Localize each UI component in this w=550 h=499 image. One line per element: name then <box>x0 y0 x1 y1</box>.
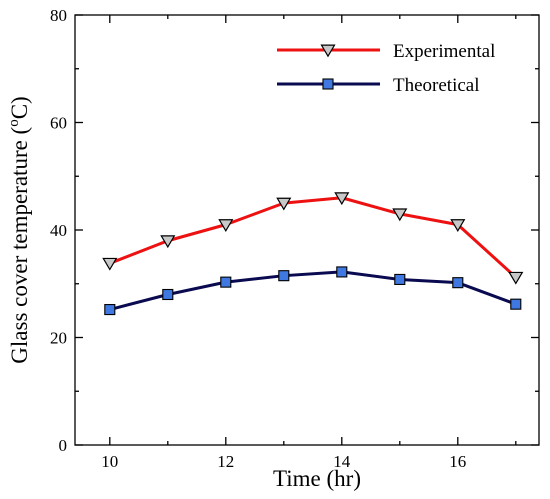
data-point-theoretical <box>336 266 348 278</box>
x-tick-label: 16 <box>449 452 466 471</box>
y-axis-title-prefix: Glass cover temperature ( <box>7 127 32 364</box>
data-point-experimental <box>102 257 118 271</box>
y-tick-label: 0 <box>59 436 68 455</box>
data-point-experimental <box>276 197 292 211</box>
y-tick-label: 80 <box>50 6 67 25</box>
data-point-theoretical <box>220 276 232 288</box>
y-tick-labels: 0 20 40 60 80 <box>50 6 67 455</box>
legend-label-theoretical: Theoretical <box>393 75 480 96</box>
data-point-theoretical <box>278 270 290 282</box>
y-tick-label: 60 <box>50 114 67 133</box>
legend-marker-shape-theoretical <box>322 78 334 90</box>
x-tick-labels: 10 12 14 16 <box>101 452 466 471</box>
legend-marker-shape-experimental <box>320 44 336 58</box>
data-point-experimental <box>392 208 408 222</box>
y-axis-title-superscript: o <box>6 119 22 127</box>
data-point-experimental <box>160 235 176 249</box>
data-point-experimental <box>334 192 350 206</box>
data-point-experimental <box>218 219 234 232</box>
data-point-theoretical <box>510 298 522 310</box>
x-tick-label: 12 <box>217 452 234 471</box>
data-point-theoretical <box>104 303 116 316</box>
x-tick-label: 10 <box>101 452 118 471</box>
x-axis-title: Time (hr) <box>273 466 361 491</box>
x-tick-label: 14 <box>333 452 351 471</box>
axis-ticks <box>75 14 539 446</box>
y-tick-label: 20 <box>50 329 67 348</box>
legend-label-experimental: Experimental <box>393 41 495 62</box>
y-tick-label: 40 <box>50 221 67 240</box>
series-line-theoretical <box>109 270 517 312</box>
legend-marker-experimental <box>320 44 336 58</box>
data-point-theoretical <box>394 273 406 286</box>
legend: Experimental Theoretical <box>277 41 495 96</box>
data-point-experimental <box>450 219 466 232</box>
legend-marker-theoretical <box>322 78 334 90</box>
y-axis-title: Glass cover temperature (oC) <box>6 96 32 363</box>
data-point-theoretical <box>162 288 174 301</box>
y-axis-title-suffix: C) <box>7 96 32 119</box>
series-line-experimental <box>109 196 517 279</box>
data-point-experimental <box>508 271 524 285</box>
data-point-theoretical <box>452 277 464 289</box>
series-layer <box>102 192 524 316</box>
